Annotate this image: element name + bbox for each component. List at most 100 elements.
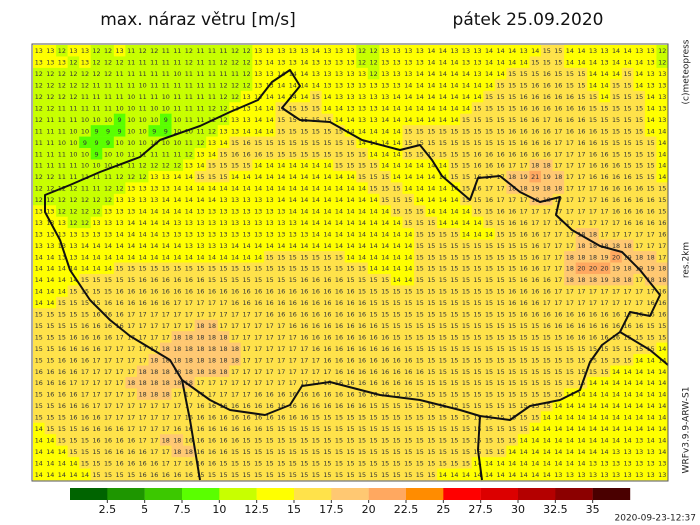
cell-value: 14: [46, 459, 54, 467]
cell-value: 18: [173, 333, 181, 341]
grid-cell: [587, 239, 600, 252]
cell-value: 15: [370, 185, 378, 193]
cell-value: 17: [497, 185, 505, 193]
cell-value: 14: [69, 265, 77, 273]
grid-cell: [171, 90, 184, 103]
cell-value: 17: [531, 207, 539, 215]
grid-cell: [529, 148, 542, 160]
grid-cell: [529, 45, 542, 57]
cell-value: 15: [266, 150, 274, 158]
cell-value: 13: [150, 196, 158, 204]
cell-value: 14: [404, 242, 412, 250]
cell-value: 17: [577, 219, 585, 227]
grid-cell: [575, 56, 588, 69]
cell-value: 15: [485, 299, 493, 307]
grid-cell: [460, 113, 473, 126]
grid-cell: [183, 182, 195, 195]
grid-cell: [644, 228, 657, 240]
cell-value: 12: [46, 185, 54, 193]
cell-value: 14: [243, 253, 251, 261]
cell-value: 14: [196, 196, 204, 204]
cell-value: 14: [450, 70, 458, 78]
cell-value: 16: [58, 391, 66, 399]
cell-value: 16: [635, 322, 643, 330]
cell-value: 18: [219, 345, 227, 353]
grid-cell: [367, 262, 380, 275]
grid-cell: [552, 239, 565, 252]
grid-cell: [494, 67, 507, 80]
cell-value: 12: [69, 93, 77, 101]
cell-value: 16: [543, 288, 551, 296]
grid-cell: [494, 216, 507, 229]
grid-cell: [113, 102, 126, 114]
cell-value: 11: [58, 127, 66, 135]
cell-value: 16: [520, 150, 528, 158]
cell-value: 15: [520, 242, 528, 250]
cell-value: 14: [139, 219, 147, 227]
cell-value: 16: [300, 288, 308, 296]
grid-cell: [67, 90, 80, 103]
cell-value: 14: [393, 150, 401, 158]
grid-cell: [656, 148, 669, 160]
cell-value: 12: [173, 162, 181, 170]
cell-value: 15: [439, 436, 447, 444]
cell-value: 12: [81, 70, 89, 78]
cell-value: 16: [69, 414, 77, 422]
cell-value: 17: [231, 368, 239, 376]
cell-value: 17: [566, 173, 574, 181]
grid-cell: [298, 159, 311, 172]
cell-value: 14: [185, 196, 193, 204]
grid-cell: [390, 102, 403, 114]
cell-value: 14: [531, 448, 539, 456]
cell-value: 12: [658, 59, 666, 67]
cell-value: 15: [462, 436, 470, 444]
cell-value: 13: [254, 47, 262, 55]
cell-value: 15: [393, 322, 401, 330]
grid-cell: [171, 239, 184, 252]
cell-value: 15: [370, 448, 378, 456]
cell-value: 13: [92, 230, 100, 238]
cell-value: 14: [416, 82, 424, 90]
grid-cell: [414, 102, 426, 114]
cell-value: 16: [624, 173, 632, 181]
cell-value: 15: [81, 448, 89, 456]
cell-value: 17: [81, 368, 89, 376]
cell-value: 15: [439, 379, 447, 387]
cell-value: 15: [381, 322, 389, 330]
grid-cell: [275, 113, 288, 126]
grid-cell: [194, 228, 207, 240]
grid-cell: [56, 102, 68, 114]
cell-value: 11: [127, 70, 135, 78]
grid-cell: [344, 262, 357, 275]
cell-value: 15: [577, 368, 585, 376]
cell-value: 14: [58, 459, 66, 467]
cell-value: 15: [323, 116, 331, 124]
cell-value: 15: [323, 436, 331, 444]
grid-cell: [33, 136, 45, 149]
cell-value: 13: [116, 207, 124, 215]
cell-value: 17: [289, 333, 297, 341]
cell-value: 15: [508, 356, 516, 364]
cell-value: 15: [358, 150, 366, 158]
cell-value: 15: [416, 471, 424, 479]
cell-value: 16: [566, 104, 574, 112]
cell-value: 16: [577, 333, 585, 341]
grid-cell: [564, 251, 576, 263]
grid-cell: [506, 56, 519, 69]
grid-cell: [356, 136, 369, 149]
grid-cell: [356, 148, 369, 160]
colorbar-swatch: [406, 488, 444, 500]
cell-value: 16: [589, 322, 597, 330]
cell-value: 14: [254, 162, 262, 170]
cell-value: 16: [497, 207, 505, 215]
cell-value: 16: [589, 173, 597, 181]
cell-value: 16: [531, 104, 539, 112]
grid-cell: [483, 205, 496, 218]
grid-cell: [217, 45, 230, 57]
grid-cell: [517, 182, 530, 195]
cell-value: 15: [520, 345, 528, 353]
grid-cell: [633, 125, 646, 137]
cell-value: 14: [416, 116, 424, 124]
grid-cell: [494, 102, 507, 114]
cell-value: 14: [658, 127, 666, 135]
